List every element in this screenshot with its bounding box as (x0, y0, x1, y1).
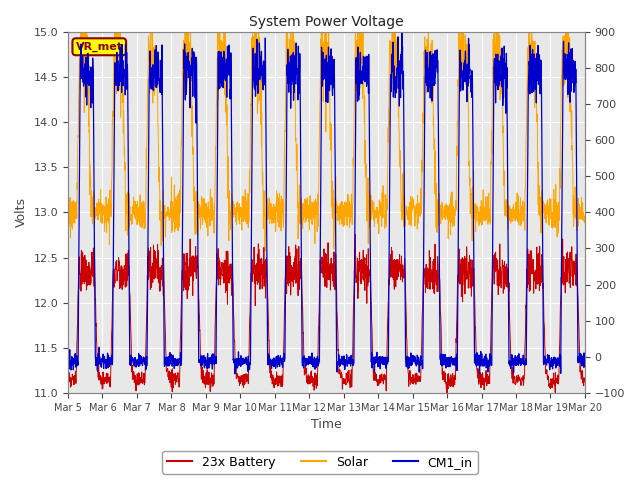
X-axis label: Time: Time (311, 419, 342, 432)
Y-axis label: Volts: Volts (15, 197, 28, 228)
Title: System Power Voltage: System Power Voltage (249, 15, 404, 29)
Text: VR_met: VR_met (76, 42, 123, 52)
Legend: 23x Battery, Solar, CM1_in: 23x Battery, Solar, CM1_in (163, 451, 477, 474)
